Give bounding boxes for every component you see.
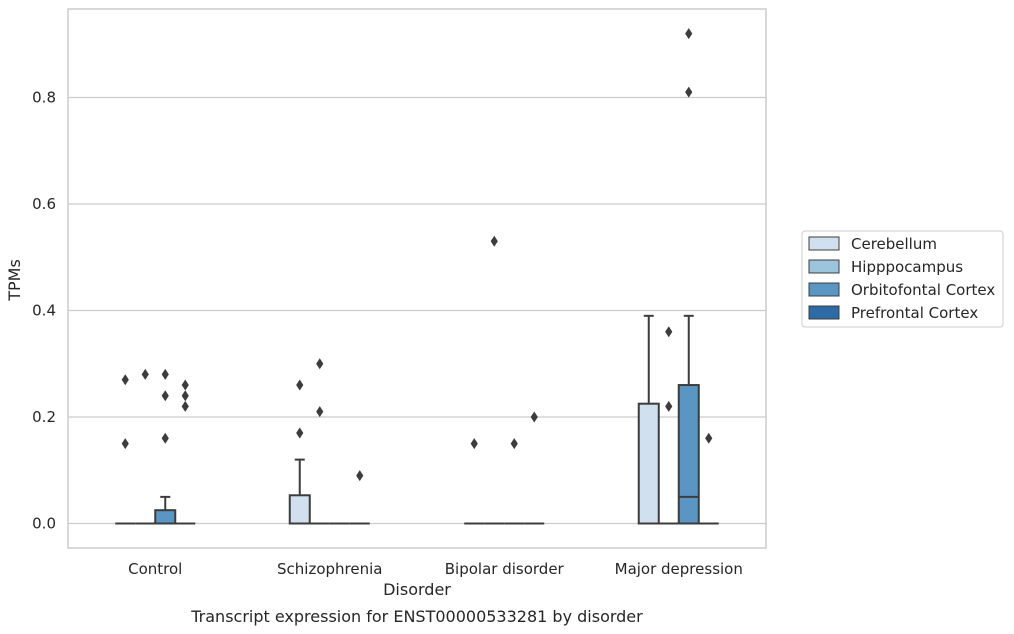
box-prefrontal-cortex [524,411,545,525]
box-orbitofontal-cortex [154,368,177,525]
box-body [677,384,700,525]
legend-frame [801,230,1004,328]
box-prefrontal-cortex [349,470,370,525]
y-tick-label: 0.8 [32,89,56,107]
box-body [154,509,177,525]
outlier-point [490,235,498,247]
box-hipppocampus [135,368,156,525]
outlier-point [181,379,189,391]
legend-label: Cerebellum [851,235,937,253]
outlier-point [685,28,693,40]
legend-swatch [808,282,840,297]
outlier-point [161,432,169,444]
outlier-point [316,358,324,370]
outlier-point [181,400,189,412]
legend-label: Prefrontal Cortex [851,304,978,322]
outlier-point [121,438,129,450]
legend-swatch [808,236,840,251]
outlier-point [665,326,673,338]
y-axis-label: TPMs [5,259,24,302]
outlier-point [510,438,518,450]
box-hipppocampus [658,326,679,525]
box-cerebellum [464,438,485,525]
legend-label: Hipppocampus [851,258,963,276]
box-hipppocampus [484,235,505,525]
y-tick-label: 0.2 [32,408,56,426]
outlier-point [530,411,538,423]
outlier-point [665,400,673,412]
x-tick-label: Bipolar disorder [445,560,565,578]
x-axis-label: Disorder [383,580,451,599]
legend-label: Orbitofontal Cortex [851,281,995,299]
plot-area-frame [67,8,767,549]
gridlines [68,96,766,525]
outlier-point [356,470,364,482]
outlier-point [685,86,693,98]
outlier-point [181,390,189,402]
outlier-point [161,390,169,402]
y-tick-label: 0.0 [32,515,56,533]
outlier-point [705,432,713,444]
box-orbitofontal-cortex [677,28,700,525]
legend-swatch [808,305,840,320]
outlier-point [316,406,324,418]
y-tick-label: 0.6 [32,195,56,213]
outlier-point [296,379,304,391]
y-axis-ticks: 0.0 0.2 0.4 0.6 0.8 [32,89,56,533]
legend-swatch [808,259,840,274]
box-cerebellum [115,374,136,525]
box-hipppocampus [309,358,330,525]
box-prefrontal-cortex [175,379,196,525]
box-body [288,494,311,525]
y-tick-label: 0.4 [32,302,56,320]
outlier-point [296,427,304,439]
outlier-point [141,368,149,380]
chart-title: Transcript expression for ENST0000053328… [190,607,643,626]
box-body [637,402,660,525]
x-axis-ticks: Control Schizophrenia Bipolar disorder Majo… [128,560,743,578]
legend: Cerebellum Hipppocampus Orbitofontal Corte… [801,230,1004,328]
x-tick-label: Major depression [615,560,743,578]
box-orbitofontal-cortex [504,438,525,525]
outlier-point [161,368,169,380]
box-series [115,28,719,525]
outlier-point [470,438,478,450]
outlier-point [121,374,129,386]
x-tick-label: Schizophrenia [277,560,382,578]
box-cerebellum [288,379,311,525]
box-prefrontal-cortex [698,432,719,525]
box-cerebellum [637,314,660,525]
x-tick-label: Control [128,560,182,578]
